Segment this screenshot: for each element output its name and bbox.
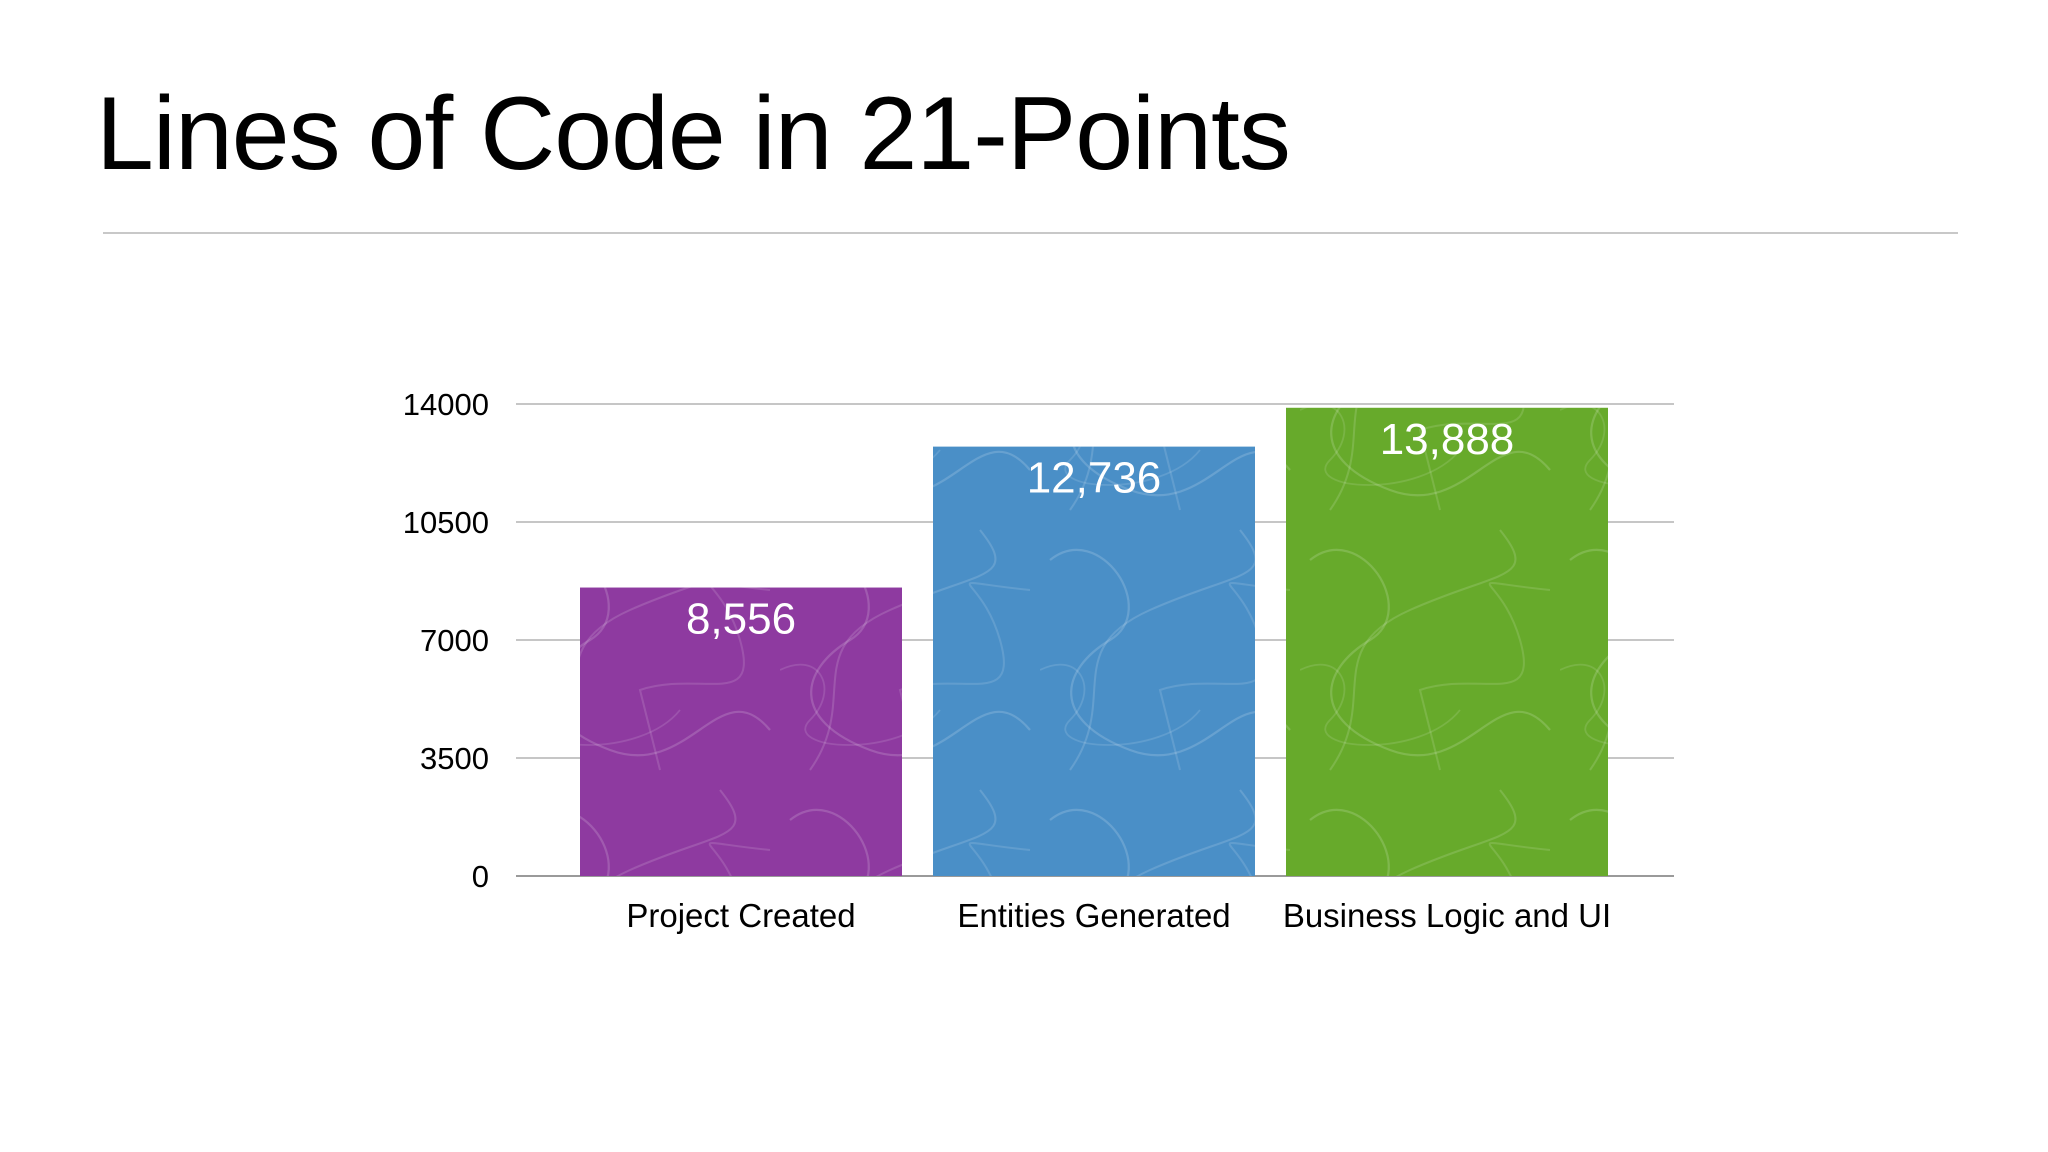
y-tick-label: 3500 (420, 741, 489, 776)
y-tick-label: 14000 (403, 387, 489, 422)
y-tick-label: 7000 (420, 623, 489, 658)
title-divider (103, 232, 1958, 234)
category-label: Project Created (626, 897, 855, 934)
bar-texture-2 (933, 446, 1255, 876)
label-layer: 0 3500 7000 10500 14000 8,556 Project Created 1… (403, 387, 1611, 934)
bar-texture-1 (580, 587, 902, 876)
category-label: Business Logic and UI (1283, 897, 1611, 934)
slide-title: Lines of Code in 21-Points (96, 76, 1291, 192)
bar-value-label: 8,556 (686, 595, 796, 644)
bar-texture-3 (1286, 407, 1608, 876)
category-label: Entities Generated (957, 897, 1230, 934)
bar-layer (580, 407, 1608, 876)
bar-value-label: 12,736 (1027, 454, 1162, 503)
bar-value-label: 13,888 (1380, 415, 1515, 464)
y-tick-label: 0 (472, 859, 489, 894)
y-tick-label: 10500 (403, 505, 489, 540)
